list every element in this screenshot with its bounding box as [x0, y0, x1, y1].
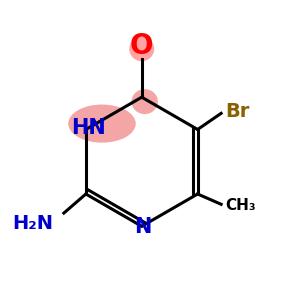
Text: N: N	[134, 217, 152, 237]
Text: H₂N: H₂N	[13, 214, 54, 233]
Text: HN: HN	[71, 118, 106, 138]
Text: O: O	[130, 32, 154, 60]
Text: Br: Br	[226, 102, 250, 122]
Ellipse shape	[129, 36, 154, 61]
Text: CH₃: CH₃	[226, 198, 256, 213]
Ellipse shape	[131, 89, 158, 114]
Ellipse shape	[68, 104, 136, 143]
